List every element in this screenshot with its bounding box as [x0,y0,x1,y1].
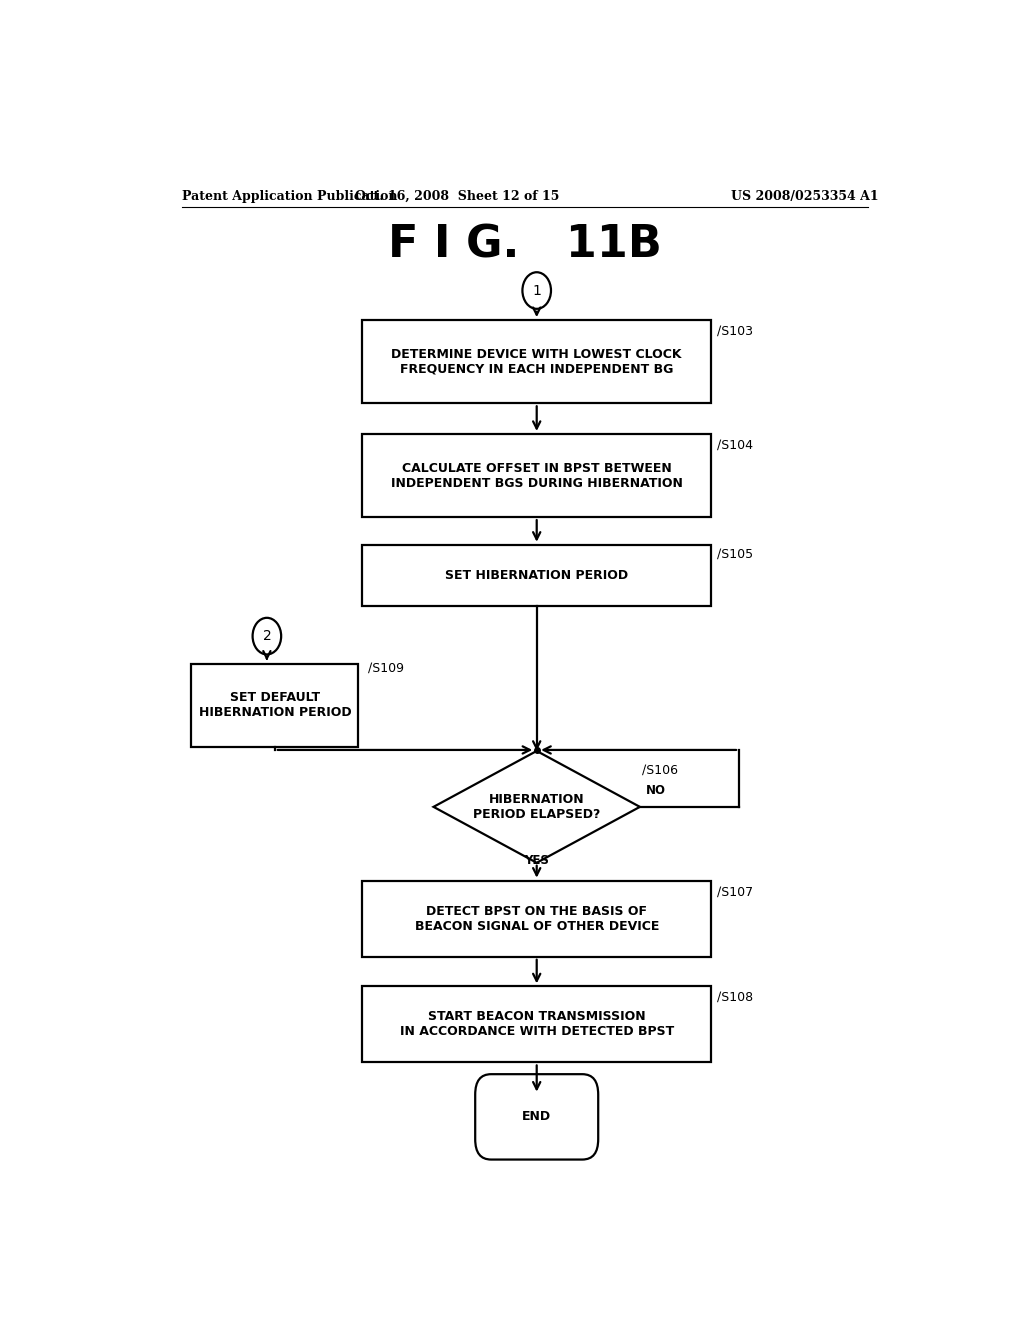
Text: ∕S107: ∕S107 [717,886,753,899]
Text: US 2008/0253354 A1: US 2008/0253354 A1 [731,190,879,202]
Text: F I G.   11B: F I G. 11B [388,223,662,267]
Text: DETECT BPST ON THE BASIS OF
BEACON SIGNAL OF OTHER DEVICE: DETECT BPST ON THE BASIS OF BEACON SIGNA… [415,904,658,933]
Text: ∕S108: ∕S108 [717,990,753,1003]
Text: ∕S106: ∕S106 [642,764,678,776]
Text: YES: YES [524,854,549,866]
FancyBboxPatch shape [362,545,712,606]
Text: 1: 1 [532,284,541,297]
Text: 2: 2 [262,630,271,643]
Circle shape [522,272,551,309]
Text: ∕S105: ∕S105 [717,548,753,561]
Text: HIBERNATION
PERIOD ELAPSED?: HIBERNATION PERIOD ELAPSED? [473,793,600,821]
Text: ∕S104: ∕S104 [717,438,753,451]
Text: SET HIBERNATION PERIOD: SET HIBERNATION PERIOD [445,569,629,582]
FancyBboxPatch shape [475,1074,598,1159]
FancyBboxPatch shape [191,664,358,747]
FancyBboxPatch shape [362,880,712,957]
Text: CALCULATE OFFSET IN BPST BETWEEN
INDEPENDENT BGS DURING HIBERNATION: CALCULATE OFFSET IN BPST BETWEEN INDEPEN… [391,462,683,490]
Text: ∕S109: ∕S109 [368,663,403,675]
FancyBboxPatch shape [362,319,712,404]
Text: Oct. 16, 2008  Sheet 12 of 15: Oct. 16, 2008 Sheet 12 of 15 [355,190,559,202]
FancyBboxPatch shape [362,434,712,517]
Text: ∕S103: ∕S103 [717,325,753,338]
Circle shape [253,618,282,655]
Text: END: END [522,1110,551,1123]
Text: Patent Application Publication: Patent Application Publication [182,190,397,202]
FancyBboxPatch shape [362,986,712,1063]
Text: SET DEFAULT
HIBERNATION PERIOD: SET DEFAULT HIBERNATION PERIOD [199,692,351,719]
Text: NO: NO [646,784,667,797]
Polygon shape [433,751,640,863]
Text: DETERMINE DEVICE WITH LOWEST CLOCK
FREQUENCY IN EACH INDEPENDENT BG: DETERMINE DEVICE WITH LOWEST CLOCK FREQU… [391,347,682,376]
Text: START BEACON TRANSMISSION
IN ACCORDANCE WITH DETECTED BPST: START BEACON TRANSMISSION IN ACCORDANCE … [399,1010,674,1039]
